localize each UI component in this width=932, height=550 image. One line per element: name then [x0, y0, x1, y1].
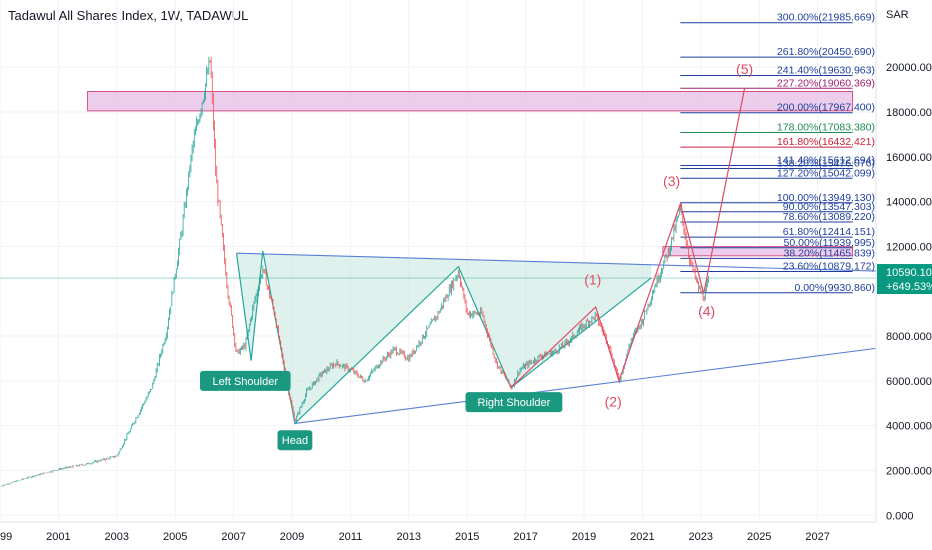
pattern-label-box — [199, 370, 291, 391]
fib-level-label: 0.00%(9930.860) — [794, 282, 875, 294]
y-tick-label: 12000.000 — [886, 241, 932, 253]
pattern-label: Head — [282, 435, 308, 447]
wave-label: (1) — [584, 272, 601, 288]
resistance-zone — [87, 91, 854, 112]
price-series-layer — [0, 56, 710, 487]
fib-level-label: 127.20%(15042.099) — [777, 167, 875, 179]
fib-level-label: 300.00%(21985.669) — [777, 12, 875, 24]
chart-title: Tadawul All Shares Index, 1W, TADAWUL — [8, 8, 249, 23]
pattern-label: Left Shoulder — [213, 376, 279, 388]
fib-level-label: 38.20%(11465.839) — [784, 247, 875, 259]
x-tick-label: 2001 — [46, 531, 70, 543]
resistance-zone — [662, 246, 854, 257]
x-tick-label: 2005 — [163, 531, 187, 543]
y-tick-label: 18000.000 — [886, 107, 932, 119]
last-price-value: 10590.100 — [886, 267, 932, 279]
y-tick-label: 8000.000 — [886, 331, 932, 343]
fib-level-label: 138.20%(15476.076) — [777, 158, 875, 170]
currency-label: SAR — [886, 9, 909, 21]
fib-level-label: 141.40%(15612.694) — [777, 155, 875, 167]
fib-lines-layer — [680, 22, 853, 294]
wave-label: (5) — [736, 61, 753, 77]
x-tick-label: 2019 — [572, 531, 596, 543]
pattern-label-box — [277, 430, 313, 451]
y-tick-label: 14000.000 — [886, 197, 932, 209]
last-price-change: +649.53% — [886, 281, 932, 293]
fib-level-label: 61.80%(12414.151) — [783, 226, 875, 238]
fib-level-label: 78.60%(13089.220) — [783, 211, 875, 223]
x-axis-bg — [0, 522, 932, 550]
zones-layer — [87, 91, 854, 257]
fib-level-label: 241.40%(19630.963) — [777, 64, 875, 76]
x-tick-label: 2025 — [747, 531, 771, 543]
pattern-label: Right Shoulder — [478, 397, 551, 409]
x-axis: 1999 2001 2003 2005 2007 2009 2011 2013 2015 2017… — [0, 521, 932, 550]
y-tick-label: 4000.000 — [886, 421, 932, 433]
x-tick-label: 2023 — [689, 531, 713, 543]
y-tick-label: 20000.000 — [886, 62, 932, 74]
x-tick-label: 2017 — [513, 531, 537, 543]
last-price-badge — [877, 264, 932, 295]
head-shoulders-fill — [236, 250, 652, 424]
fib-level-label: 261.80%(20450.690) — [777, 46, 875, 58]
fib-level-label: 50.00%(11939.995) — [784, 237, 875, 249]
x-tick-label: 2011 — [339, 531, 363, 543]
x-tick-label: 2007 — [221, 531, 245, 543]
fib-level-label: 90.00%(13547.303) — [783, 201, 875, 213]
y-tick-label: 16000.000 — [886, 152, 932, 164]
wave-count-path — [510, 88, 746, 389]
x-tick-label: 2009 — [280, 531, 304, 543]
fib-level-label: 178.00%(17083.380) — [777, 122, 875, 134]
x-tick-label: 2003 — [105, 531, 129, 543]
support-trendline — [294, 347, 877, 424]
wave-label: (4) — [698, 303, 715, 319]
x-tick-label: 2027 — [805, 531, 829, 543]
x-tick-label: 2021 — [630, 531, 654, 543]
fib-labels-layer: 0.00%(9930.860) 23.60%(10879.172) 38.20%(1… — [777, 12, 875, 294]
x-tick-label: 1999 — [0, 531, 12, 543]
y-tick-label: 0.000 — [886, 510, 914, 522]
fib-level-label: 23.60%(10879.172) — [783, 261, 875, 273]
trendlines-layer — [0, 252, 877, 424]
wave-label: (2) — [605, 394, 622, 410]
annotation-labels-layer: Left Shoulder Head Right Shoulder — [199, 370, 563, 451]
fib-level-label: 227.20%(19060.369) — [777, 77, 875, 89]
fib-level-label: 161.80%(16432.421) — [777, 136, 875, 148]
y-tick-label: 6000.000 — [886, 376, 932, 388]
fib-level-label: 200.00%(17967.400) — [777, 102, 875, 114]
wave-label: (3) — [663, 173, 680, 189]
wave-count-layer: (1) (2) (3) (4) (5) — [510, 61, 753, 410]
y-tick-label: 2000.000 — [886, 465, 932, 477]
x-tick-label: 2013 — [397, 531, 421, 543]
pattern-label-box — [465, 392, 563, 413]
fib-level-label: 100.00%(13949.130) — [777, 192, 875, 204]
neckline — [236, 252, 877, 272]
y-axis: SAR 0.000 2000.000 4000.000 6000.000 8000.000… — [875, 0, 932, 550]
grid-layer — [0, 0, 876, 522]
x-tick-label: 2015 — [455, 531, 479, 543]
